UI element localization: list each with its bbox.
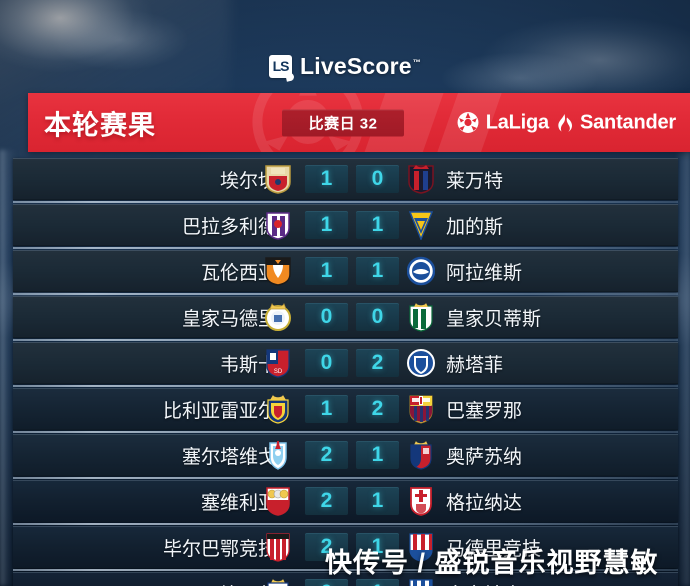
home-team-name: 塞尔塔维戈 bbox=[181, 446, 277, 468]
santander-flame-icon bbox=[558, 113, 572, 132]
livescore-mark-text: LS bbox=[272, 58, 290, 74]
laliga-santander-logo: LaLiga Santander bbox=[457, 111, 676, 134]
livescore-name: LiveScore bbox=[300, 52, 412, 79]
alaves-crest bbox=[407, 256, 435, 286]
away-team-name: 阿拉维斯 bbox=[446, 262, 523, 284]
valladolid-crest bbox=[266, 212, 290, 240]
barcelona-crest bbox=[409, 395, 433, 424]
home-score: 2 bbox=[305, 441, 348, 469]
away-team-name: 莱万特 bbox=[446, 170, 504, 192]
away-score: 2 bbox=[356, 395, 399, 423]
svg-text:SD: SD bbox=[274, 369, 283, 375]
away-team-name: 皇家贝蒂斯 bbox=[446, 308, 542, 330]
real-betis-crest bbox=[409, 303, 433, 332]
home-team-name: 巴拉多利德 bbox=[181, 216, 277, 238]
home-score: 1 bbox=[305, 395, 348, 423]
athletic-bilbao-crest bbox=[266, 533, 290, 562]
valencia-crest bbox=[265, 257, 291, 286]
atletico-madrid-crest bbox=[409, 533, 433, 562]
home-score: 2 bbox=[305, 487, 348, 515]
home-score: 1 bbox=[305, 165, 348, 193]
away-team-name: 加的斯 bbox=[446, 216, 504, 238]
home-team-name: 埃尔切 bbox=[219, 170, 277, 192]
home-team-name: 韦斯卡 bbox=[219, 354, 277, 376]
granada-crest bbox=[410, 487, 432, 516]
home-score: 0 bbox=[305, 303, 348, 331]
table-row[interactable]: 比利亚雷亚尔 1 2 巴塞罗那 bbox=[13, 388, 678, 433]
away-score: 1 bbox=[356, 441, 399, 469]
away-team-name: 格拉纳达 bbox=[446, 492, 523, 514]
away-score: 0 bbox=[356, 303, 399, 331]
trademark-symbol: ™ bbox=[412, 57, 421, 67]
eibar-crest bbox=[267, 579, 289, 586]
table-row[interactable]: 塞尔塔维戈 2 1 奥萨苏纳 bbox=[13, 434, 678, 479]
celta-vigo-crest bbox=[269, 441, 287, 470]
santander-wordmark: Santander bbox=[579, 111, 676, 133]
home-team-name: 瓦伦西亚 bbox=[200, 262, 277, 284]
away-team-name: 巴塞罗那 bbox=[446, 400, 523, 422]
results-banner: 本轮赛果 比赛日 32 LaLiga Santander bbox=[28, 93, 690, 152]
table-row[interactable]: 埃尔切 1 0 莱万特 bbox=[13, 158, 678, 203]
livescore-wordmark: LiveScore™ bbox=[300, 53, 421, 80]
away-score: 0 bbox=[356, 165, 399, 193]
livescore-logo-icon: LS bbox=[269, 54, 293, 78]
levante-crest bbox=[408, 165, 434, 194]
away-score: 1 bbox=[356, 579, 399, 586]
table-row[interactable]: 巴拉多利德 1 1 加的斯 bbox=[13, 204, 678, 249]
home-score: 2 bbox=[305, 533, 348, 561]
table-row[interactable]: 瓦伦西亚 1 1 阿拉维斯 bbox=[13, 250, 678, 295]
home-team-name: 塞维利亚 bbox=[200, 492, 277, 514]
matchday-label: 比赛日 32 bbox=[308, 115, 378, 132]
getafe-crest bbox=[407, 349, 435, 377]
banner-title: 本轮赛果 bbox=[44, 110, 156, 140]
home-score: 1 bbox=[305, 211, 348, 239]
laliga-wordmark: LaLiga bbox=[485, 111, 549, 133]
home-team-name: 比利亚雷亚尔 bbox=[162, 400, 277, 422]
home-team-name: 埃瓦尔 bbox=[220, 580, 277, 586]
osasuna-crest bbox=[410, 441, 432, 470]
away-score: 1 bbox=[356, 211, 399, 239]
home-score: 1 bbox=[305, 257, 348, 285]
away-team-name: 赫塔菲 bbox=[446, 354, 504, 376]
away-team-name: 奥萨苏纳 bbox=[446, 446, 523, 468]
match-results-list: 埃尔切 1 0 莱万特 巴拉多利德 bbox=[13, 158, 678, 586]
away-score: 2 bbox=[356, 349, 399, 377]
home-team-name: 毕尔巴鄂竞技 bbox=[162, 538, 277, 560]
huesca-crest: SD bbox=[266, 349, 290, 378]
away-score: 1 bbox=[356, 257, 399, 285]
real-madrid-crest bbox=[265, 302, 291, 331]
table-row[interactable]: 埃瓦尔 0 1 皇家社会 bbox=[13, 572, 678, 586]
cadiz-crest bbox=[408, 211, 434, 240]
home-score: 0 bbox=[305, 349, 348, 377]
table-row[interactable]: 韦斯卡 SD 0 2 赫塔菲 bbox=[13, 342, 678, 387]
sevilla-crest bbox=[266, 487, 290, 516]
table-row[interactable]: 皇家马德里 0 0 皇家贝蒂斯 bbox=[13, 296, 678, 341]
home-team-name: 皇家马德里 bbox=[181, 308, 277, 330]
elche-crest bbox=[265, 165, 291, 194]
table-row[interactable]: 塞维利亚 2 1 格拉纳达 bbox=[13, 480, 678, 525]
away-team-name: 皇家社会 bbox=[446, 580, 522, 586]
table-row[interactable]: 毕尔巴鄂竞技 2 1 马德里竞技 bbox=[13, 526, 678, 571]
villarreal-crest bbox=[267, 395, 289, 424]
away-score: 1 bbox=[356, 533, 399, 561]
home-score: 0 bbox=[305, 579, 348, 586]
away-score: 1 bbox=[356, 487, 399, 515]
matchday-badge: 比赛日 32 bbox=[282, 109, 404, 136]
away-team-name: 马德里竞技 bbox=[446, 538, 542, 560]
real-sociedad-crest bbox=[409, 579, 433, 586]
livescore-brand: LS LiveScore™ bbox=[0, 50, 690, 82]
laliga-logo-icon bbox=[457, 112, 479, 133]
